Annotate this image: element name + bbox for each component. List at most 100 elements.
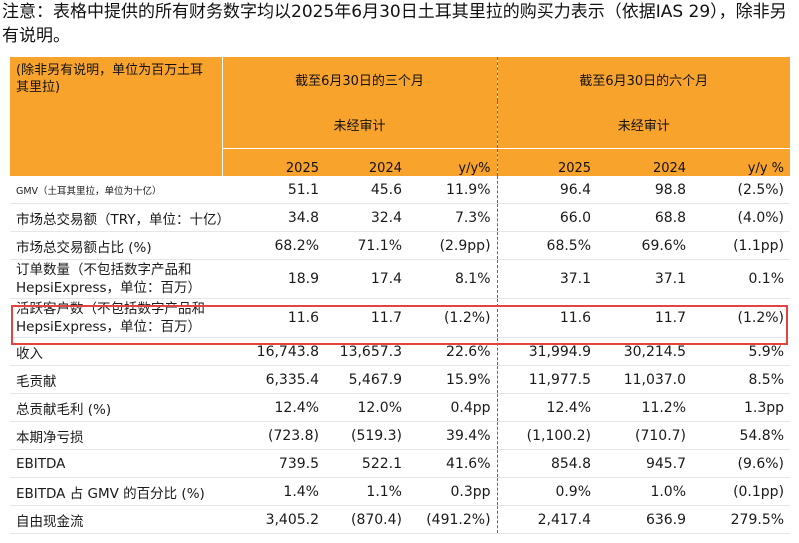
cell: 12.4%	[497, 393, 598, 422]
cell: 17.4	[325, 259, 408, 299]
period-3m-header: 截至6月30日的三个月	[222, 57, 498, 101]
cell: 945.7	[597, 449, 693, 478]
col-header: y/y%	[408, 148, 498, 176]
table-row-highlighted: 活跃客户数（不包括数字产品和HepsiExpress，单位：百万） 11.6 1…	[10, 298, 791, 338]
audit-3m-header: 未经审计	[222, 101, 498, 149]
audit-6m-header: 未经审计	[497, 101, 791, 149]
table-row: GMV（土耳其里拉，单位为十亿） 51.1 45.6 11.9% 96.4 98…	[10, 176, 791, 204]
table-row: 自由现金流 3,405.2 (870.4) (491.2%) 2,417.4 6…	[10, 505, 791, 534]
cell: 37.1	[497, 259, 598, 299]
cell: 41.6%	[408, 449, 498, 478]
cell: 68.5%	[497, 231, 598, 260]
table-row: EBITDA 739.5 522.1 41.6% 854.8 945.7 (9.…	[10, 449, 791, 478]
cell: 5,467.9	[325, 365, 408, 394]
cell: (1.1pp)	[692, 231, 791, 260]
table-row: 市场总交易额（TRY，单位：十亿） 34.8 32.4 7.3% 66.0 68…	[10, 203, 791, 232]
cell: (1.2%)	[408, 298, 498, 338]
row-label: EBITDA	[10, 449, 222, 478]
period-6m-header: 截至6月30日的六个月	[497, 57, 791, 101]
cell: 11.9%	[408, 176, 498, 204]
table-row: 本期净亏损 (723.8) (519.3) 39.4% (1,100.2) (7…	[10, 421, 791, 450]
cell: 32.4	[325, 203, 408, 232]
table-row: 总贡献毛利 (%) 12.4% 12.0% 0.4pp 12.4% 11.2% …	[10, 393, 791, 422]
cell: 2,417.4	[497, 505, 598, 534]
cell: 15.9%	[408, 365, 498, 394]
col-header: 2025	[497, 148, 598, 176]
cell: 96.4	[497, 176, 598, 204]
row-label: 收入	[10, 337, 222, 366]
cell: (710.7)	[597, 421, 693, 450]
cell: 279.5%	[692, 505, 791, 534]
cell: 66.0	[497, 203, 598, 232]
col-header: 2025	[222, 148, 325, 176]
cell: 51.1	[222, 176, 325, 204]
cell: 12.0%	[325, 393, 408, 422]
cell: 45.6	[325, 176, 408, 204]
cell: 0.1%	[692, 259, 791, 299]
cell: 0.9%	[497, 477, 598, 506]
cell: 3,405.2	[222, 505, 325, 534]
cell: (519.3)	[325, 421, 408, 450]
cell: 1.4%	[222, 477, 325, 506]
cell: 69.6%	[597, 231, 693, 260]
cell: 636.9	[597, 505, 693, 534]
cell: (1.2%)	[692, 298, 791, 338]
row-label: EBITDA 占 GMV 的百分比 (%)	[10, 477, 222, 506]
cell: 11,977.5	[497, 365, 598, 394]
row-label: 自由现金流	[10, 505, 222, 534]
cell: 854.8	[497, 449, 598, 478]
table-row: 毛贡献 6,335.4 5,467.9 15.9% 11,977.5 11,03…	[10, 365, 791, 394]
header-row-period: (除非另有说明，单位为百万土耳其里拉) 截至6月30日的三个月 截至6月30日的…	[10, 57, 791, 176]
cell: (491.2%)	[408, 505, 498, 534]
cell: 1.0%	[597, 477, 693, 506]
cell: 30,214.5	[597, 337, 693, 366]
header-row-years: 2025 2024 y/y% 2025 2024 y/y %	[10, 148, 791, 176]
cell: 13,657.3	[325, 337, 408, 366]
cell: 71.1%	[325, 231, 408, 260]
cell: 522.1	[325, 449, 408, 478]
table-row: 市场总交易额占比 (%) 68.2% 71.1% (2.9pp) 68.5% 6…	[10, 231, 791, 260]
row-label: 本期净亏损	[10, 421, 222, 450]
col-header: y/y %	[692, 148, 791, 176]
table-row: 收入 16,743.8 13,657.3 22.6% 31,994.9 30,2…	[10, 337, 791, 366]
cell: 11.7	[597, 298, 693, 338]
cell: 11.7	[325, 298, 408, 338]
cell: 22.6%	[408, 337, 498, 366]
cell: 68.8	[597, 203, 693, 232]
cell: 39.4%	[408, 421, 498, 450]
cell: (1,100.2)	[497, 421, 598, 450]
cell: 18.9	[222, 259, 325, 299]
cell: 11.6	[222, 298, 325, 338]
cell: 0.3pp	[408, 477, 498, 506]
cell: 31,994.9	[497, 337, 598, 366]
row-label: 市场总交易额（TRY，单位：十亿）	[10, 203, 222, 232]
cell: 5.9%	[692, 337, 791, 366]
cell: (4.0%)	[692, 203, 791, 232]
cell: 8.1%	[408, 259, 498, 299]
financial-table: (除非另有说明，单位为百万土耳其里拉) 截至6月30日的三个月 截至6月30日的…	[10, 57, 791, 534]
cell: (2.5%)	[692, 176, 791, 204]
cell: (870.4)	[325, 505, 408, 534]
col-header: 2024	[325, 148, 408, 176]
table-row: EBITDA 占 GMV 的百分比 (%) 1.4% 1.1% 0.3pp 0.…	[10, 477, 791, 506]
cell: 16,743.8	[222, 337, 325, 366]
row-label: 市场总交易额占比 (%)	[10, 231, 222, 260]
cell: 1.3pp	[692, 393, 791, 422]
row-label: 毛贡献	[10, 365, 222, 394]
cell: 11,037.0	[597, 365, 693, 394]
cell: (0.1pp)	[692, 477, 791, 506]
row-label: 活跃客户数（不包括数字产品和HepsiExpress，单位：百万）	[10, 298, 222, 338]
cell: 8.5%	[692, 365, 791, 394]
cell: 12.4%	[222, 393, 325, 422]
col-header: 2024	[597, 148, 693, 176]
cell: 68.2%	[222, 231, 325, 260]
cell: 11.2%	[597, 393, 693, 422]
table-row: 订单数量（不包括数字产品和HepsiExpress，单位：百万） 18.9 17…	[10, 259, 791, 299]
cell: 6,335.4	[222, 365, 325, 394]
row-label: GMV（土耳其里拉，单位为十亿）	[10, 176, 222, 204]
cell: (9.6%)	[692, 449, 791, 478]
cell: 98.8	[597, 176, 693, 204]
row-label: 订单数量（不包括数字产品和HepsiExpress，单位：百万）	[10, 259, 222, 299]
cell: 54.8%	[692, 421, 791, 450]
cell: (723.8)	[222, 421, 325, 450]
